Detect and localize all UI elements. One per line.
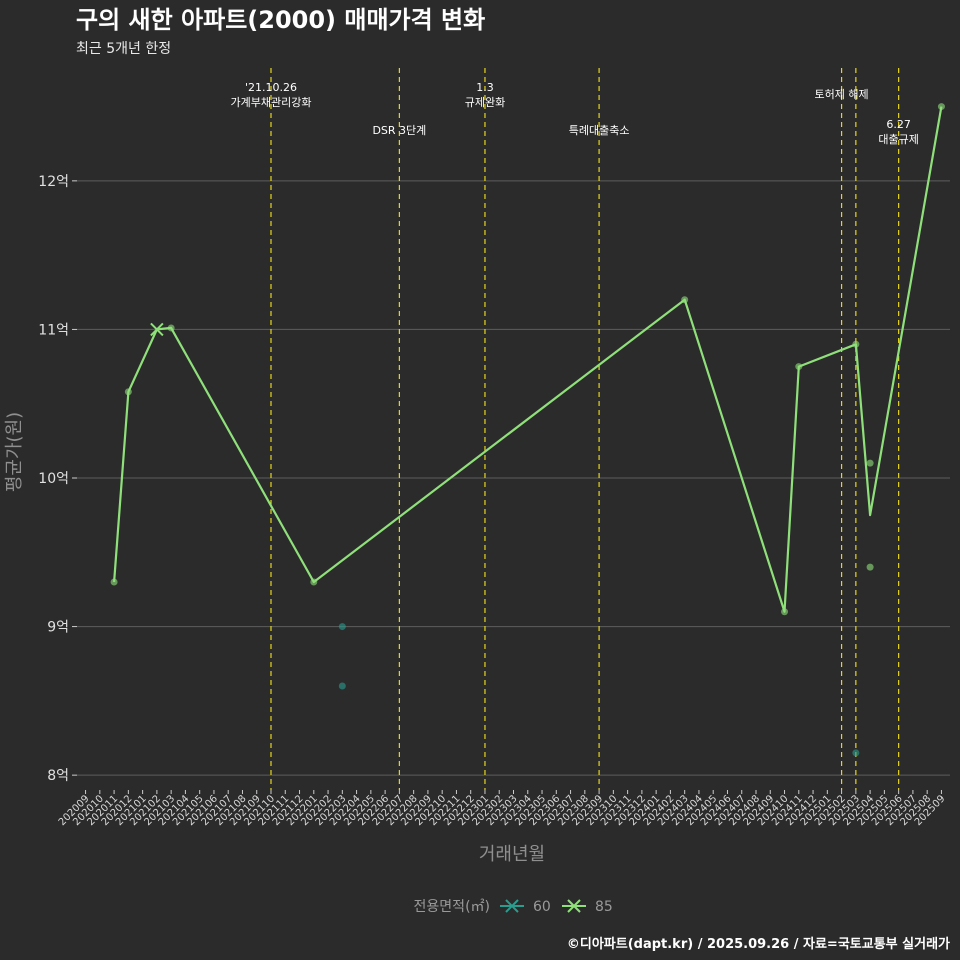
legend-key-marker bbox=[567, 899, 581, 913]
event-label-line: 규제완화 bbox=[465, 96, 505, 109]
legend-label-85: 85 bbox=[595, 899, 613, 915]
data-point-85 bbox=[124, 388, 132, 396]
series-line-85 bbox=[113, 106, 943, 613]
x-marker-stroke bbox=[150, 322, 164, 337]
legend-title: 전용면적(㎡) bbox=[414, 899, 490, 915]
y-tick-label: 9억 bbox=[47, 620, 69, 636]
event-label-line: 1.3 bbox=[476, 81, 494, 94]
y-tick-label: 10억 bbox=[38, 471, 69, 487]
data-point-60 bbox=[338, 682, 346, 690]
event-label-line: 대출규제 bbox=[878, 133, 918, 146]
grid-lines bbox=[77, 180, 950, 776]
event-label: 6.27 대출규제 bbox=[878, 118, 918, 146]
event-label: 토허제 해제 bbox=[815, 87, 869, 101]
data-point-85 bbox=[167, 324, 175, 332]
x-axis: 2020092020102020112020122021012021022021… bbox=[57, 790, 948, 828]
data-point-85 bbox=[310, 578, 318, 586]
data-point-60 bbox=[338, 623, 346, 631]
data-point-85 bbox=[681, 296, 689, 304]
x-axis-title: 거래년월 bbox=[479, 844, 545, 865]
data-point-85 bbox=[866, 459, 874, 467]
x-marker-85 bbox=[150, 322, 164, 337]
event-label-line: 6.27 bbox=[886, 118, 911, 131]
chart-title: 구의 새한 아파트(2000) 매매가격 변화 bbox=[76, 6, 485, 34]
event-label-line: 특례대출축소 bbox=[569, 124, 630, 137]
data-point-85 bbox=[110, 578, 118, 586]
data-point-85 bbox=[937, 103, 945, 111]
legend-label-60: 60 bbox=[533, 899, 551, 915]
y-tick-label: 8억 bbox=[47, 768, 69, 784]
y-axis: 8억 9억 10억 11억 12억 bbox=[38, 174, 77, 784]
data-point-85 bbox=[852, 340, 860, 348]
y-tick-label: 12억 bbox=[38, 174, 69, 190]
event-label-line: '21.10.26 bbox=[245, 81, 297, 94]
data-point-85 bbox=[795, 363, 803, 371]
event-label: 1.3 규제완화 bbox=[465, 81, 505, 109]
event-label: 특례대출축소 bbox=[569, 124, 630, 137]
chart-subtitle: 최근 5개년 한정 bbox=[76, 41, 171, 57]
y-axis-title: 평균가(원) bbox=[4, 412, 25, 492]
y-tick-label: 11억 bbox=[38, 322, 69, 338]
data-point-85 bbox=[866, 563, 874, 571]
data-point-85 bbox=[781, 608, 789, 616]
event-label: '21.10.26 가계부채관리강화 bbox=[231, 81, 312, 109]
event-label: DSR 3단계 bbox=[372, 124, 426, 137]
event-label-line: DSR 3단계 bbox=[372, 124, 426, 137]
data-point-60 bbox=[852, 749, 860, 757]
event-label-line: 토허제 해제 bbox=[815, 87, 869, 101]
data-series bbox=[110, 103, 945, 757]
chart-caption: ©디아파트(dapt.kr) / 2025.09.26 / 자료=국토교통부 실… bbox=[567, 936, 950, 952]
legend-key-marker bbox=[505, 899, 519, 913]
event-label-line: 가계부채관리강화 bbox=[231, 96, 312, 109]
legend: 전용면적(㎡) 60 85 bbox=[414, 899, 613, 915]
